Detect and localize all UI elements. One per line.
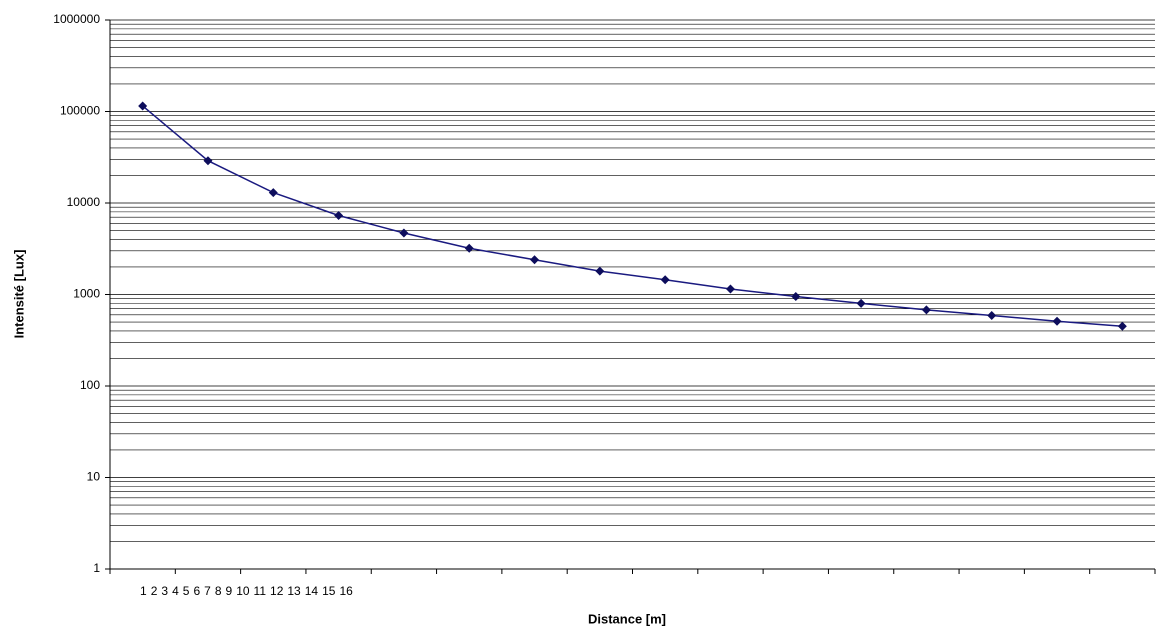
point-marker [987,310,997,320]
point-marker [138,101,148,111]
x-axis-title: Distance [m] [588,611,666,626]
y-tick-label: 1000 [73,287,100,301]
x-tick-label: 16 [339,584,353,598]
point-marker [334,211,344,221]
x-tick-label: 14 [305,584,319,598]
x-tick-label: 3 [161,584,168,598]
y-tick-label: 1 [93,561,100,575]
point-marker [856,298,866,308]
y-tick-label: 1000000 [53,12,100,26]
x-tick-label: 11 [254,584,267,598]
point-marker [921,305,931,315]
y-tick-label: 10000 [67,195,101,209]
x-tick-label: 4 [172,584,179,598]
y-tick-label: 10 [87,470,101,484]
point-marker [464,243,474,253]
y-tick-label: 100000 [60,104,100,118]
y-tick-label: 100 [80,378,100,392]
point-marker [660,275,670,285]
x-tick-label: 5 [183,584,190,598]
point-marker [1117,321,1127,331]
y-axis-title: Intensité [Lux] [11,250,26,339]
x-tick-label: 7 [204,584,211,598]
x-tick-label: 9 [226,584,233,598]
point-marker [203,156,213,166]
x-tick-label: 8 [215,584,222,598]
x-tick-label: 13 [287,584,301,598]
point-marker [1052,316,1062,326]
point-marker [530,255,540,265]
x-tick-label: 6 [193,584,200,598]
point-marker [595,266,605,276]
point-marker [725,284,735,294]
point-marker [791,292,801,302]
x-tick-label: 15 [322,584,336,598]
x-tick-label: 10 [236,584,250,598]
x-tick-label: 2 [151,584,158,598]
series-line [142,105,1123,327]
x-tick-label: 12 [270,584,284,598]
point-marker [268,188,278,198]
point-marker [399,228,409,238]
x-tick-label: 1 [140,584,147,598]
